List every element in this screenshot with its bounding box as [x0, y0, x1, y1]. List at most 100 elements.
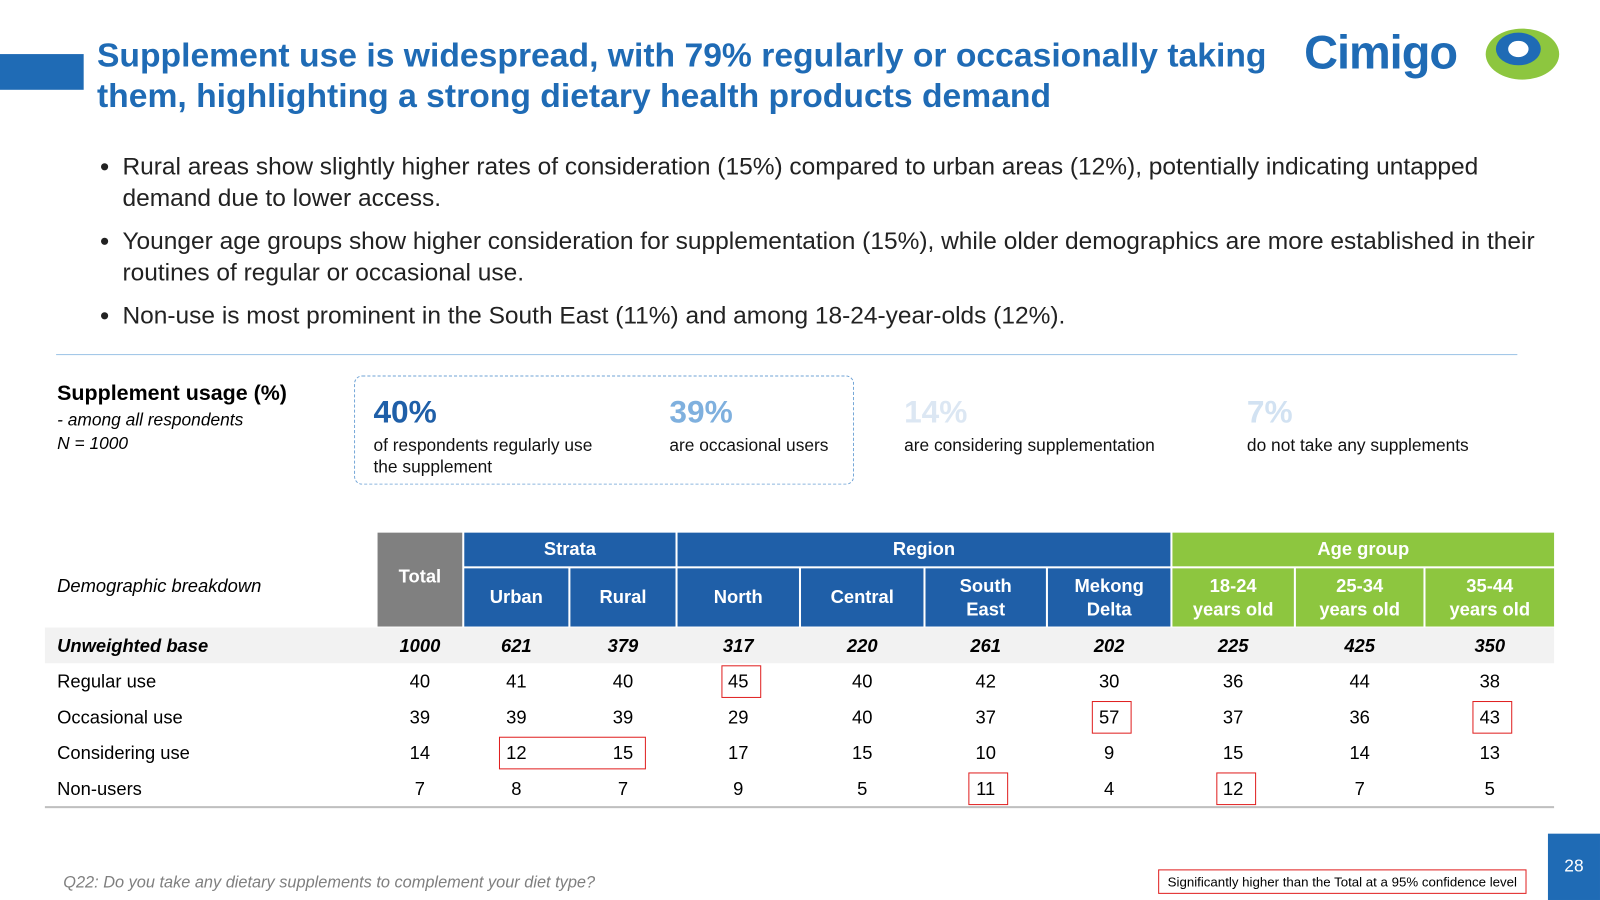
- table-value: 317: [722, 635, 754, 656]
- stat-value: 7%: [1246, 393, 1293, 430]
- table-value: 15: [1222, 742, 1244, 764]
- stat: 39% are occasional users: [669, 394, 955, 456]
- stat-label: of respondents regularly use the supplem…: [373, 435, 593, 477]
- table-value: 11: [976, 778, 996, 799]
- table-value: 379: [607, 635, 639, 656]
- table-value: 7: [414, 778, 425, 799]
- table-bottom-rule: [44, 806, 1555, 809]
- table-value: 10: [975, 742, 996, 764]
- table-value: 39: [612, 707, 634, 728]
- slide-title: Supplement use is widespread, with 79% r…: [96, 35, 1267, 115]
- logo-eye: [1485, 28, 1560, 80]
- group-header: Strata: [464, 532, 676, 567]
- table-value: 5: [1484, 778, 1495, 799]
- table-value: 15: [852, 742, 873, 764]
- table-value: 8: [511, 778, 522, 799]
- column-header: South East: [925, 568, 1046, 627]
- table-value: 12: [1222, 778, 1244, 799]
- table-value: 13: [1479, 742, 1501, 764]
- table-value: 40: [852, 671, 873, 692]
- bullet: Non-use is most prominent in the South E…: [122, 300, 1540, 332]
- table-value: 17: [728, 742, 749, 764]
- table-value: 37: [975, 707, 996, 728]
- table-value: 36: [1222, 671, 1244, 692]
- bullet: Rural areas show slightly higher rates o…: [122, 151, 1540, 214]
- table-value: 40: [612, 671, 634, 692]
- table-value: 1000: [399, 635, 441, 656]
- table-value: 12: [506, 742, 527, 764]
- bullet-list: Rural areas show slightly higher rates o…: [90, 151, 1541, 343]
- table-value: 220: [846, 635, 878, 656]
- table-value: 4: [1104, 778, 1115, 799]
- table-value: 43: [1479, 707, 1501, 728]
- table-value: 9: [1104, 742, 1115, 764]
- row-label: Non-users: [57, 778, 142, 799]
- table-value: 45: [728, 671, 749, 692]
- column-header: Urban: [464, 568, 569, 627]
- significance-legend: Significantly higher than the Total at a…: [1158, 869, 1527, 894]
- column-header: North: [677, 568, 799, 627]
- significance-box: [720, 665, 761, 698]
- summary-base: N = 1000: [57, 433, 129, 454]
- column-header: 18-24 years old: [1172, 568, 1294, 627]
- table-value: 57: [1098, 707, 1120, 728]
- row-label: Considering use: [57, 742, 190, 764]
- table-value: 30: [1098, 671, 1120, 692]
- summary-subtitle: - among all respondents: [57, 410, 244, 430]
- table-value: 36: [1349, 707, 1370, 728]
- table-value: 37: [1222, 707, 1244, 728]
- table-value: 225: [1217, 635, 1249, 656]
- accent-bar: [0, 54, 84, 90]
- divider: [56, 354, 1518, 356]
- stat-value: 40%: [373, 393, 437, 430]
- table-value: 39: [409, 707, 431, 728]
- row-label: Occasional use: [57, 707, 183, 728]
- stat-label: do not take any supplements: [1246, 435, 1469, 456]
- table-value: 350: [1474, 635, 1506, 656]
- logo-text: Cimigo: [1304, 25, 1458, 79]
- table-value: 621: [500, 635, 532, 656]
- significance-box: [1215, 772, 1256, 806]
- footnote: Q22: Do you take any dietary supplements…: [63, 874, 596, 892]
- table-value: 38: [1479, 671, 1501, 692]
- group-header: Age group: [1172, 532, 1555, 567]
- significance-box: [1091, 701, 1132, 734]
- significance-box: [498, 736, 646, 770]
- table-value: 44: [1349, 671, 1370, 692]
- table-value: 5: [857, 778, 868, 799]
- column-header: 25-34 years old: [1295, 568, 1424, 627]
- stat-value: 39%: [669, 393, 733, 430]
- table-value: 14: [1349, 742, 1370, 764]
- column-header: Rural: [570, 568, 676, 627]
- row-label: Unweighted base: [57, 635, 209, 656]
- table-value: 29: [728, 707, 749, 728]
- table-value: 261: [970, 635, 1002, 656]
- table-value: 40: [852, 707, 873, 728]
- table-value: 7: [617, 778, 629, 799]
- stat: 7% do not take any supplements: [1247, 394, 1533, 456]
- stat-label: are occasional users: [669, 435, 829, 456]
- table-value: 40: [409, 671, 431, 692]
- highlight-frame: [354, 375, 855, 485]
- stat: 14% are considering supplementation: [904, 394, 1190, 456]
- page-number: 28: [1547, 833, 1600, 900]
- table-value: 41: [506, 671, 527, 692]
- corner-label: Demographic breakdown: [57, 574, 262, 596]
- table-value: 15: [612, 742, 634, 764]
- table-value: 7: [1354, 778, 1365, 799]
- table-value: 14: [409, 742, 431, 764]
- table-value: 42: [975, 671, 996, 692]
- significance-box: [968, 772, 1009, 806]
- column-header: Central: [801, 568, 924, 627]
- summary-title: Supplement usage (%): [57, 381, 287, 406]
- table-value: 425: [1344, 635, 1376, 656]
- table-value: 202: [1093, 635, 1125, 656]
- column-header: Mekong Delta: [1047, 568, 1171, 627]
- table-value: 39: [506, 707, 527, 728]
- base-row-bg: [44, 627, 1555, 664]
- stat-value: 14%: [904, 393, 968, 430]
- stat: 40% of respondents regularly use the supp…: [373, 394, 618, 478]
- group-header: Region: [677, 532, 1171, 567]
- total-header: Total: [377, 532, 463, 627]
